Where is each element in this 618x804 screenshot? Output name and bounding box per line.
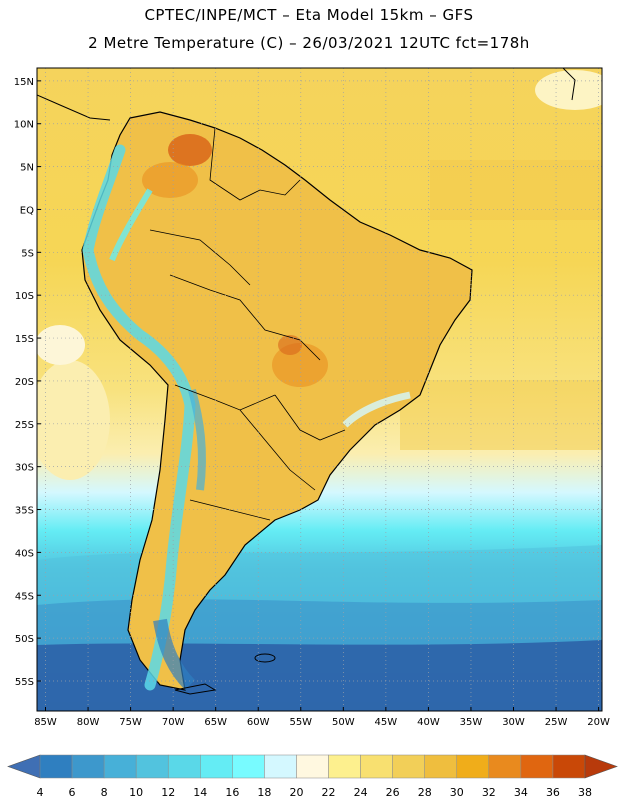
lon-label: 20W [587,717,610,728]
colorbar-labels: 4 6 8 10 12 14 16 18 20 22 24 26 28 30 32 34 36 38 [37,786,593,799]
colorbar-label: 30 [450,786,464,799]
colorbar-swatch [392,754,425,779]
warm-ocean-band [400,380,602,450]
caribbean-islands [562,68,576,101]
lat-label: 25S [15,420,34,431]
lon-label: 70W [162,717,185,728]
falkland-islands [254,653,276,663]
colorbar-swatch [520,754,554,779]
title-line-2: 2 Metre Temperature (C) – 26/03/2021 12U… [88,34,530,52]
colorbar-label: 38 [578,786,592,799]
colorbar-swatch [552,754,586,779]
colorbar-label: 18 [257,786,271,799]
colorbar-swatch [424,754,458,779]
colorbar-label: 12 [161,786,175,799]
hot-spot [142,162,198,198]
colorbar-label: 32 [482,786,496,799]
colorbar-label: 28 [418,786,432,799]
tierra-del-fuego [174,683,217,695]
colorbar-label: 8 [101,786,108,799]
south-america-land [81,111,473,691]
lon-label: 30W [502,717,525,728]
central-america-coast [37,94,111,121]
colorbar-label: 34 [514,786,528,799]
lat-label: 30S [15,463,34,474]
title-line-1: CPTEC/INPE/MCT – Eta Model 15km – GFS [144,6,474,24]
cool-pacific-patch [37,325,85,365]
lat-label: 45S [15,591,34,602]
colorbar-swatch [488,754,522,779]
lat-label: 20S [15,377,34,388]
lon-label: 65W [204,717,227,728]
cool-spot [535,70,602,110]
colorbar-swatch [232,754,265,779]
colorbar-label: 26 [386,786,400,799]
warm-ocean-band [430,160,602,220]
lat-label: 10N [14,120,34,131]
latitude-labels: 15N 10N 5N EQ 5S 10S 15S 20S 25S 30S 35S 40S 45S 50S 5… [14,77,41,688]
colorbar-label: 22 [322,786,336,799]
colorbar-low-extension [7,754,41,779]
cold-ocean-band [37,640,602,711]
lat-label: 35S [15,506,34,517]
andes-cold-strip [109,188,153,262]
lat-label: 55S [15,677,34,688]
colorbar-label: 4 [37,786,44,799]
lon-label: 45W [375,717,398,728]
colorbar-swatch [71,754,105,779]
lat-label: 10S [15,291,34,302]
cool-pacific-patch [37,360,110,480]
lat-label: 40S [15,548,34,559]
lon-label: 50W [332,717,355,728]
colorbar-label: 10 [129,786,143,799]
lat-label: 5N [20,163,34,174]
lon-label: 85W [34,717,57,728]
colorbar-label: 36 [546,786,560,799]
colorbar-label: 6 [69,786,76,799]
colorbar-swatch [167,754,201,779]
lon-label: 25W [545,717,568,728]
colorbar-swatch [135,754,169,779]
colorbar-swatch [264,754,297,779]
hot-spot [168,134,212,166]
map-frame [36,67,603,712]
country-borders [149,127,346,521]
longitude-labels: 85W 80W 75W 70W 65W 60W 55W 50W 45W 40W 35W 30W 25W 2… [34,707,610,728]
coastal-cool-strip [342,391,411,428]
lat-label: EQ [20,205,34,216]
andes-cold-strip [82,144,196,691]
colorbar-label: 24 [354,786,368,799]
lon-label: 80W [77,717,100,728]
hot-spot [278,335,302,355]
colorbar-label: 14 [193,786,207,799]
andes-cold-strip [188,388,207,491]
colorbar-high-extension [584,754,618,779]
colorbar-swatch [360,754,393,779]
colorbar-label: 20 [289,786,303,799]
colorbar-swatch [456,754,490,779]
lon-label: 40W [417,717,440,728]
colorbar-swatch [103,754,137,779]
lat-label: 5S [21,248,34,259]
lon-label: 75W [119,717,142,728]
lat-label: 15N [14,77,34,88]
lat-label: 50S [15,634,34,645]
colorbar-label: 16 [225,786,239,799]
colorbar-swatch [39,754,73,779]
lon-label: 55W [289,717,312,728]
lat-label: 15S [15,334,34,345]
colorbar-swatch [296,754,329,779]
colorbar-swatch [328,754,361,779]
colorbar-swatch [200,754,233,779]
colorbar [7,754,618,779]
lon-label: 35W [460,717,483,728]
lon-label: 60W [247,717,270,728]
